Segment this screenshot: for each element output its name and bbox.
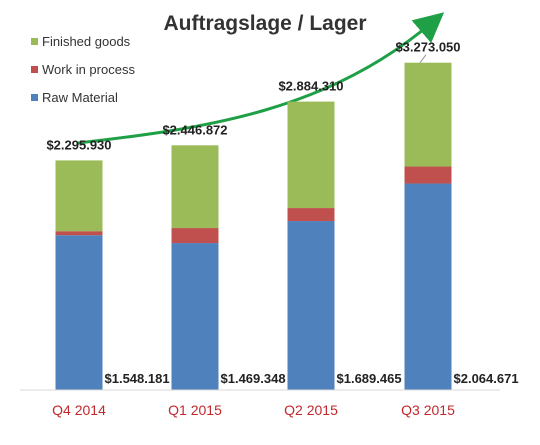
bar-work-in-process-2 <box>171 228 219 244</box>
legend-swatch-work-in-process <box>31 66 38 73</box>
category-label-4: Q3 2015 <box>401 402 455 418</box>
bar-finished-goods-3 <box>287 101 335 209</box>
total-label-2: $2.446.872 <box>162 122 227 137</box>
trend-arrow <box>77 12 445 145</box>
raw-material-label-2: $1.469.348 <box>221 371 286 386</box>
data-labels: $2.295.930 $2.446.872 $2.884.310 $3.273.050… <box>46 40 518 386</box>
legend-label-finished-goods: Finished goods <box>42 34 131 49</box>
raw-material-label-1: $1.548.181 <box>105 371 170 386</box>
total-label-4: $3.273.050 <box>395 40 460 55</box>
bar-finished-goods-2 <box>171 145 219 229</box>
bar-work-in-process-1 <box>55 231 103 236</box>
bar-raw-material-4 <box>404 183 452 390</box>
bar-raw-material-2 <box>171 243 219 390</box>
legend-swatch-raw-material <box>31 94 38 101</box>
total-label-1: $2.295.930 <box>46 137 111 152</box>
chart-title: Auftragslage / Lager <box>163 12 366 35</box>
bar-finished-goods-4 <box>404 62 452 167</box>
bar-raw-material-3 <box>287 221 335 390</box>
legend: Finished goods Work in process Raw Materia… <box>31 34 135 105</box>
bar-work-in-process-4 <box>404 166 452 184</box>
legend-label-work-in-process: Work in process <box>42 62 135 77</box>
category-label-2: Q1 2015 <box>168 402 222 418</box>
bar-work-in-process-3 <box>287 208 335 222</box>
total-label-leader-line <box>419 54 427 63</box>
category-labels: Q4 2014 Q1 2015 Q2 2015 Q3 2015 <box>52 402 455 418</box>
legend-label-raw-material: Raw Material <box>42 90 118 105</box>
raw-material-label-4: $2.064.671 <box>454 371 519 386</box>
raw-material-label-3: $1.689.465 <box>337 371 402 386</box>
category-label-1: Q4 2014 <box>52 402 106 418</box>
bar-finished-goods-1 <box>55 160 103 232</box>
bar-raw-material-1 <box>55 235 103 390</box>
bars <box>20 62 500 391</box>
legend-swatch-finished-goods <box>31 38 38 45</box>
category-label-3: Q2 2015 <box>284 402 338 418</box>
total-label-3: $2.884.310 <box>278 79 343 94</box>
